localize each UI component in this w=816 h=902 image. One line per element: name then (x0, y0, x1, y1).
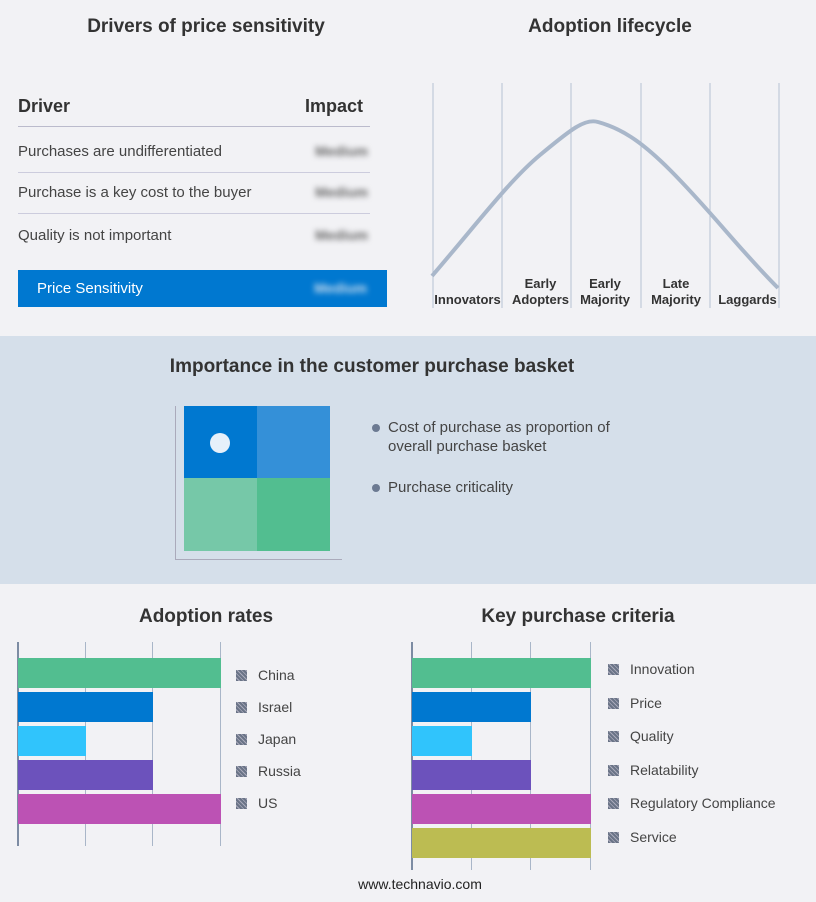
bar-relatability (412, 760, 532, 790)
driver-row: Purchases are undifferentiated Medium (18, 130, 370, 173)
legend-label: Japan (258, 731, 297, 747)
legend-label: Service (630, 829, 677, 845)
gridline (590, 642, 592, 870)
stage-late-majority: Late Majority (651, 276, 701, 307)
legend-item: China (236, 667, 295, 683)
bar-china (18, 658, 222, 688)
lifecycle-title: Adoption lifecycle (528, 16, 692, 37)
legend-label: Israel (258, 699, 293, 715)
basket-cell (257, 406, 330, 478)
legend-swatch-icon (608, 764, 619, 776)
gridline (470, 642, 472, 870)
stage-early-adopters: Early Adopters (511, 276, 570, 307)
impact-header: Impact (305, 96, 364, 116)
basket-legend-cost: Cost of purchase as proportion of overal… (388, 419, 610, 455)
legend-item: Japan (236, 731, 296, 747)
lifecycle-curve (430, 119, 780, 290)
lifecycle-chart (430, 83, 780, 308)
bar-regulatory-compliance (412, 794, 592, 824)
driver-header: Driver (18, 96, 71, 116)
legend-label: Quality (630, 728, 674, 745)
legend-item: Regulatory Compliance (608, 795, 776, 811)
footer-url: www.technavio.com (358, 876, 482, 892)
bullet-icon (372, 484, 380, 492)
gridline (152, 642, 154, 846)
legend-item: Russia (236, 763, 301, 779)
bar-japan (18, 726, 86, 756)
legend-swatch-icon (236, 766, 247, 777)
basket-cell (184, 478, 257, 551)
legend-swatch-icon (608, 664, 619, 675)
legend-label: Relatability (630, 761, 699, 778)
driver-row: Purchase is a key cost to the buyer Mediu… (18, 171, 370, 214)
legend-label: Russia (258, 763, 301, 779)
legend-item: Innovation (608, 661, 695, 677)
legend-item: Service (608, 829, 677, 845)
bar-russia (18, 760, 154, 790)
legend-label: Price (630, 694, 662, 711)
bullet-icon (372, 424, 380, 432)
legend-swatch-icon (236, 798, 247, 809)
bar-quality (412, 726, 472, 756)
bar-us (18, 794, 222, 824)
legend-swatch-icon (608, 798, 619, 810)
basket-legend-criticality: Purchase criticality (388, 479, 514, 496)
legend-swatch-icon (608, 832, 619, 843)
legend-item: Relatability (608, 762, 698, 778)
legend-swatch-icon (236, 734, 247, 745)
stage-early-majority: Early Majority (580, 276, 630, 307)
legend-item: Quality (608, 728, 674, 744)
legend-swatch-icon (608, 731, 619, 743)
bar-price (412, 692, 532, 722)
legend-item: Price (608, 695, 662, 711)
price-sensitivity-summary: Price Sensitivity Medium (18, 270, 387, 307)
basket-cell (257, 478, 330, 551)
legend-label: US (258, 795, 278, 811)
adoption-rates-title: Adoption rates (138, 606, 274, 627)
stage-innovators: Innovators (434, 292, 501, 307)
gridline (220, 642, 222, 846)
gridline (530, 642, 532, 870)
bar-israel (18, 692, 154, 722)
kpc-title: Key purchase criteria (481, 606, 675, 627)
stage-laggards: Laggards (718, 292, 777, 307)
basket-section (0, 336, 816, 584)
legend-swatch-icon (236, 702, 247, 713)
axis-line (411, 642, 413, 870)
legend-label: Regulatory Compliance (630, 795, 776, 812)
drivers-title: Drivers of price sensitivity (87, 16, 325, 37)
basket-cell (184, 406, 257, 478)
bar-service (412, 828, 592, 858)
legend-label: Innovation (630, 661, 695, 677)
legend-swatch-icon (236, 670, 247, 681)
legend-item: US (236, 795, 277, 811)
basket-title: Importance in the customer purchase bask… (169, 356, 575, 377)
legend-label: China (258, 667, 295, 683)
driver-row: Quality is not important Medium (18, 227, 368, 244)
position-marker-icon (210, 433, 230, 453)
bar-innovation (412, 658, 592, 688)
legend-item: Israel (236, 699, 292, 715)
legend-swatch-icon (608, 697, 619, 709)
